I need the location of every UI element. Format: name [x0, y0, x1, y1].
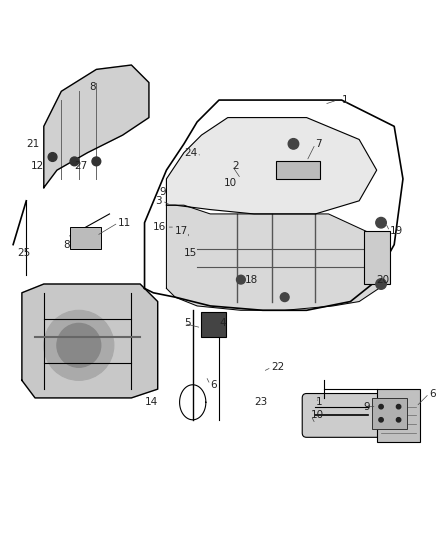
- FancyBboxPatch shape: [302, 393, 381, 437]
- Text: 8: 8: [90, 82, 96, 92]
- Circle shape: [379, 405, 383, 409]
- Text: 11: 11: [118, 217, 131, 228]
- Circle shape: [280, 293, 289, 302]
- Text: 4: 4: [219, 318, 226, 328]
- Polygon shape: [166, 118, 377, 214]
- Circle shape: [396, 405, 401, 409]
- Text: 3: 3: [155, 196, 162, 206]
- Text: 8: 8: [64, 240, 70, 249]
- Bar: [372, 398, 407, 429]
- Bar: [276, 161, 320, 179]
- Text: 19: 19: [390, 227, 403, 237]
- Text: 1: 1: [315, 397, 322, 407]
- Text: 22: 22: [272, 362, 285, 372]
- Text: 25: 25: [18, 248, 31, 259]
- Text: 23: 23: [254, 397, 267, 407]
- Text: 14: 14: [145, 397, 158, 407]
- Text: 7: 7: [315, 139, 322, 149]
- Text: 20: 20: [377, 274, 390, 285]
- Text: 27: 27: [74, 161, 88, 171]
- Circle shape: [70, 157, 79, 166]
- Circle shape: [44, 310, 114, 381]
- Text: 24: 24: [184, 148, 197, 158]
- Text: 9: 9: [160, 187, 166, 197]
- Text: 9: 9: [364, 402, 370, 411]
- Circle shape: [379, 418, 383, 422]
- Text: 21: 21: [26, 139, 39, 149]
- Text: 17: 17: [175, 227, 188, 237]
- Text: 6: 6: [210, 379, 217, 390]
- Bar: [70, 227, 101, 249]
- Polygon shape: [166, 205, 385, 310]
- Circle shape: [376, 279, 386, 289]
- Text: 15: 15: [184, 248, 197, 259]
- Bar: [364, 231, 390, 284]
- Text: 18: 18: [245, 274, 258, 285]
- Circle shape: [92, 157, 101, 166]
- Circle shape: [288, 139, 299, 149]
- Circle shape: [376, 217, 386, 228]
- Text: 1: 1: [342, 95, 348, 105]
- Text: 10: 10: [223, 178, 237, 188]
- Circle shape: [396, 418, 401, 422]
- Text: 6: 6: [429, 389, 436, 399]
- Text: 10: 10: [311, 410, 324, 421]
- Circle shape: [48, 152, 57, 161]
- Text: 5: 5: [184, 318, 191, 328]
- Text: 16: 16: [153, 222, 166, 232]
- Polygon shape: [22, 284, 158, 398]
- Bar: [377, 389, 420, 442]
- Circle shape: [57, 324, 101, 367]
- Bar: [201, 312, 226, 336]
- Text: 2: 2: [232, 161, 239, 171]
- Polygon shape: [44, 65, 149, 188]
- Text: 12: 12: [31, 161, 44, 171]
- Circle shape: [237, 275, 245, 284]
